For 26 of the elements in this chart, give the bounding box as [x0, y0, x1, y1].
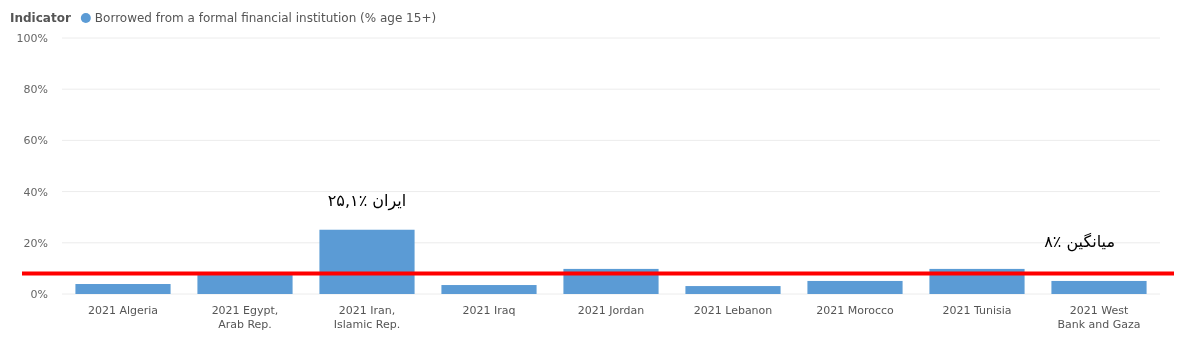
y-tick-label: 100%	[16, 32, 48, 45]
x-tick-label: 2021 Tunisia	[942, 304, 1012, 317]
y-tick-label: 60%	[23, 134, 48, 148]
bar	[75, 284, 171, 294]
legend-label: Borrowed from a formal financial institution (% age 15+)	[94, 11, 437, 25]
bar	[807, 280, 903, 294]
annotation: ایران ٪۲۵,۱	[327, 190, 407, 211]
x-tick-label: 2021 Jordan	[577, 304, 645, 317]
x-tick-label: 2021 Iran, Islamic Rep.	[333, 304, 401, 331]
y-tick-label: 40%	[23, 185, 48, 199]
bar	[1051, 280, 1147, 294]
x-tick-label: 2021 Egypt, Arab Rep.	[211, 304, 279, 331]
x-tick-label: 2021 Iraq	[462, 304, 516, 317]
x-tick-label: 2021 West Bank and Gaza	[1057, 304, 1141, 331]
ref-line-label: میانگین ٪۸	[1044, 231, 1115, 252]
x-tick-label: 2021 Algeria	[87, 304, 159, 317]
x-tick-label: 2021 Lebanon	[693, 304, 773, 317]
bar	[685, 286, 781, 294]
bar	[197, 275, 293, 294]
x-tick-label: 2021 Morocco	[816, 304, 895, 317]
legend-title: Indicator	[10, 11, 71, 25]
y-tick-label: 20%	[23, 236, 48, 250]
y-tick-label: 0%	[30, 288, 48, 301]
bar	[319, 229, 415, 294]
y-tick-label: 80%	[23, 83, 48, 97]
bar	[441, 285, 537, 294]
